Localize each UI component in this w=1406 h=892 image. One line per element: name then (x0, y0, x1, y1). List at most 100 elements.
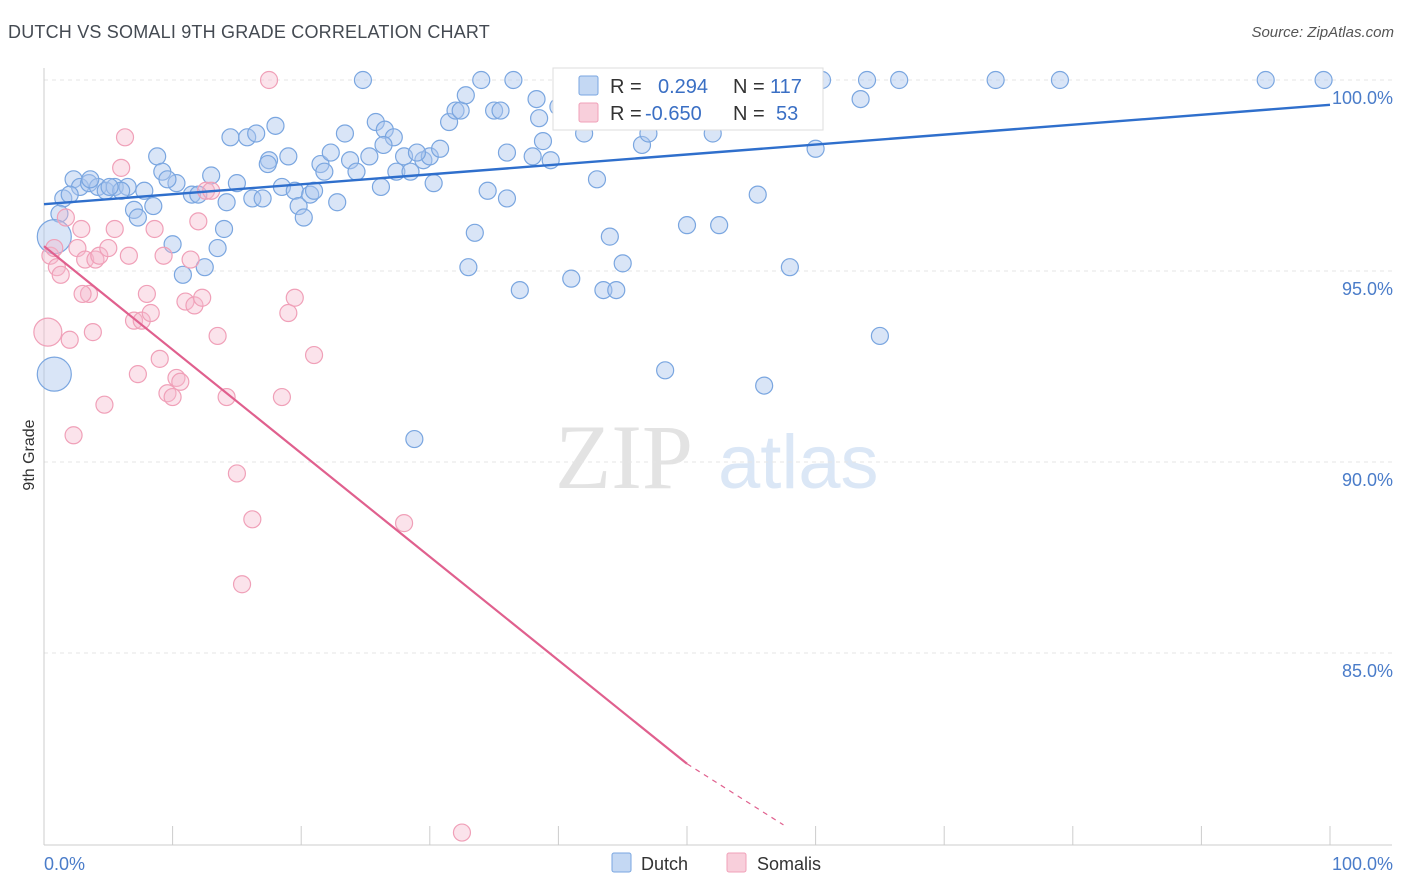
dutch-point (613, 254, 632, 273)
dutch-point (289, 196, 308, 216)
somali-point (141, 303, 160, 323)
dutch-point (100, 177, 119, 197)
dutch-point (221, 128, 240, 147)
somali-points (33, 70, 472, 842)
dutch-point (335, 124, 355, 143)
legend-dutch-swatch (611, 852, 632, 873)
dutch-point (656, 361, 675, 380)
somali-r-label: R = (610, 103, 642, 125)
axes (43, 68, 1392, 846)
dutch-point (430, 139, 450, 158)
somali-point (112, 158, 131, 177)
dutch-point (491, 101, 510, 120)
dutch-point (405, 429, 424, 449)
somali-point (227, 464, 246, 483)
dutch-point (472, 70, 491, 90)
dutch-point (857, 70, 877, 90)
somali-point (79, 284, 99, 304)
dutch-point (227, 174, 246, 193)
chart-title: DUTCH VS SOMALI 9TH GRADE CORRELATION CH… (8, 22, 490, 42)
dutch-point (148, 147, 167, 166)
y-tick-label: 90.0% (1342, 470, 1393, 490)
dutch-point (238, 128, 257, 147)
x-tick-label: 100.0% (1332, 854, 1393, 874)
dutch-point (497, 143, 517, 162)
dutch-point (371, 177, 391, 197)
chart-source: Source: ZipAtlas.com (1251, 24, 1394, 41)
somali-point (193, 288, 212, 307)
somali-point (128, 365, 147, 384)
y-tick-label: 95.0% (1342, 279, 1393, 299)
legend-somalis-swatch (726, 852, 747, 873)
somali-point (115, 128, 135, 147)
somali-point (154, 246, 173, 265)
stats-legend: R = 0.294 N = 117 R = -0.650 N = 53 (552, 67, 824, 131)
somali-point (181, 250, 200, 269)
somali-point (95, 395, 114, 414)
somali-point (285, 288, 304, 307)
somali-point (99, 238, 118, 258)
somali-point (171, 372, 190, 391)
somali-point (208, 326, 227, 346)
dutch-point (459, 258, 478, 277)
somali-point (33, 317, 63, 347)
dutch-point (36, 356, 72, 392)
legend-somalis-label: Somalis (757, 854, 821, 874)
somali-point (189, 212, 208, 231)
dutch-point (407, 143, 427, 162)
trend-lines (43, 103, 1331, 826)
dutch-point (510, 281, 529, 300)
dutch-point (217, 193, 236, 212)
dutch-point (533, 132, 553, 151)
somali-point (76, 250, 95, 269)
dutch-point (384, 128, 403, 147)
somali-point (51, 265, 70, 284)
dutch-point (243, 189, 262, 208)
dutch-point (360, 147, 379, 166)
dutch-point (128, 208, 147, 227)
dutch-point (446, 101, 465, 120)
dutch-point (677, 216, 697, 235)
dutch-point (439, 112, 459, 132)
dutch-point (780, 258, 799, 277)
dutch-r-value: 0.294 (658, 76, 708, 98)
somali-n-label: N = (733, 103, 765, 125)
somali-legend-swatch (578, 102, 599, 123)
dutch-point (214, 219, 234, 239)
dutch-point (497, 189, 517, 208)
dutch-point (266, 116, 285, 135)
somali-point (56, 208, 75, 227)
somali-point (232, 575, 252, 594)
somali-point (272, 387, 292, 407)
dutch-point (600, 227, 619, 246)
series-legend: Dutch Somalis (611, 852, 821, 874)
dutch-point (173, 265, 192, 284)
dutch-point (70, 177, 90, 197)
dutch-point (890, 70, 909, 90)
dutch-legend-swatch (578, 75, 599, 96)
dutch-n-label: N = (733, 76, 765, 98)
dutch-point (374, 135, 393, 155)
dutch-point (340, 151, 360, 170)
watermark-zip: ZIP (555, 406, 693, 508)
dutch-point (478, 181, 497, 200)
x-tick-labels: 0.0% 100.0% (44, 854, 1393, 874)
dutch-point (504, 70, 523, 90)
dutch-point (986, 70, 1005, 90)
dutch-point (1256, 70, 1275, 90)
y-tick-label: 85.0% (1342, 661, 1393, 681)
somali-point (163, 387, 182, 407)
somali-r-value: -0.650 (645, 103, 702, 125)
somali-point (150, 349, 169, 368)
dutch-point (247, 124, 266, 143)
somali-trend-line (43, 245, 688, 765)
y-tick-label: 100.0% (1332, 88, 1393, 108)
somali-point (60, 330, 79, 349)
dutch-point (353, 70, 373, 90)
dutch-point (1314, 70, 1333, 90)
dutch-point (144, 196, 163, 216)
dutch-point (321, 143, 340, 162)
dutch-point (158, 170, 177, 189)
legend-dutch-label: Dutch (641, 854, 688, 874)
